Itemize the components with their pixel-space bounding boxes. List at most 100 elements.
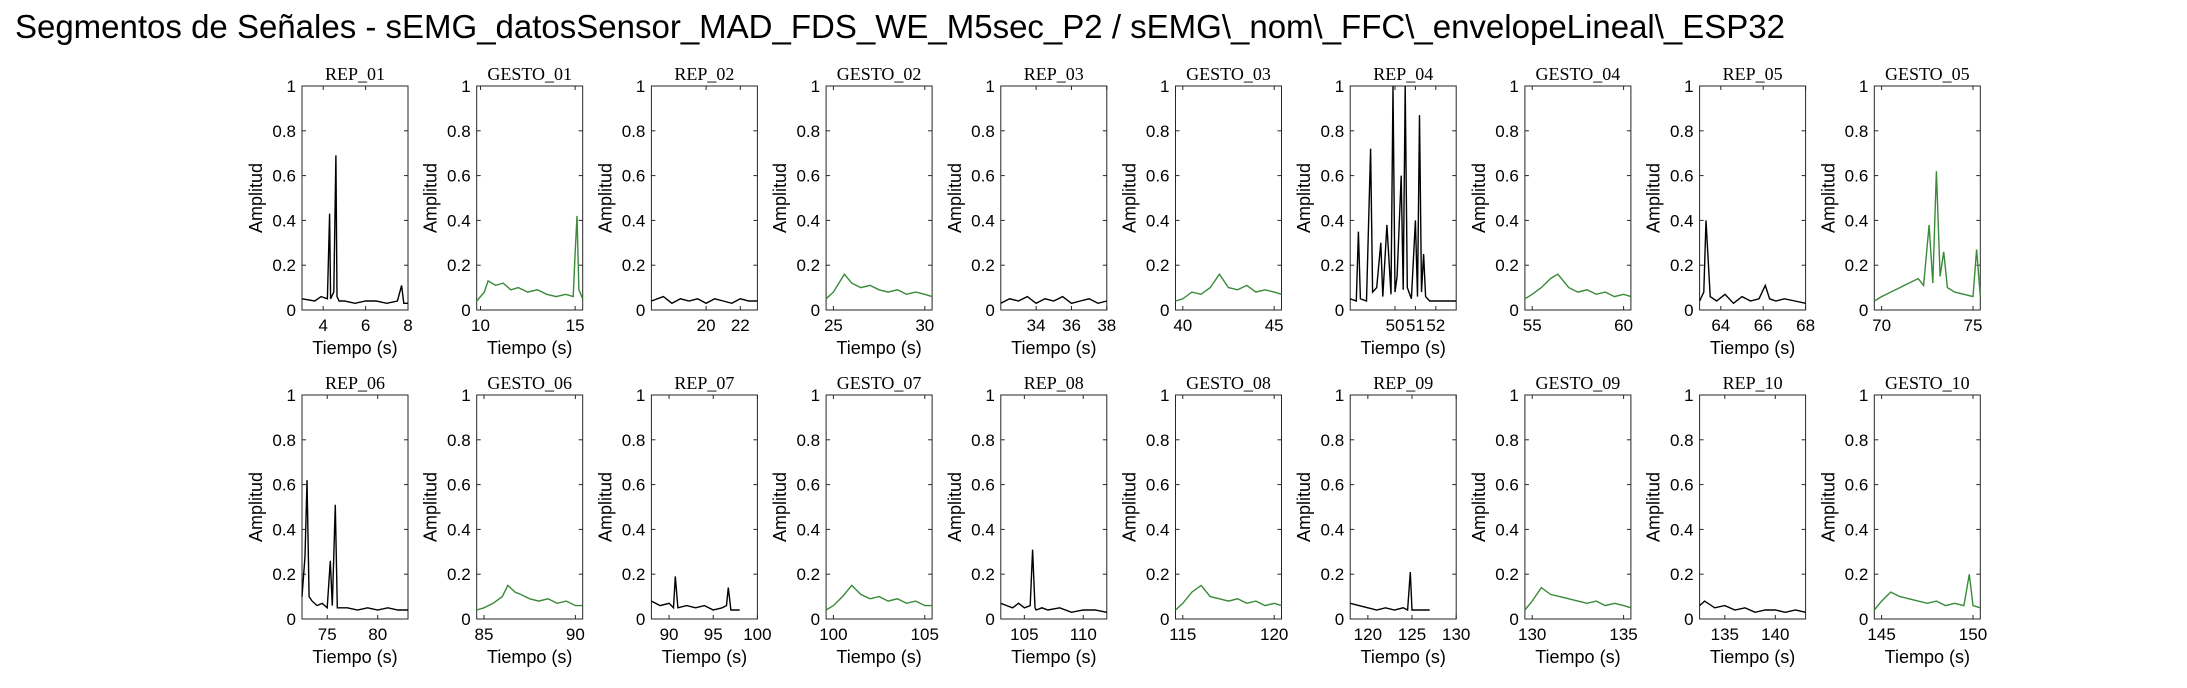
series-line (1175, 272, 1282, 302)
series-line (651, 576, 740, 611)
x-axis-label: Tiempo (s) (312, 338, 397, 358)
y-tick-label: 0.6 (447, 476, 471, 495)
x-tick-label: 20 (697, 316, 716, 335)
x-tick-label: 100 (819, 625, 847, 644)
x-tick-label: 125 (1398, 625, 1426, 644)
y-tick-label: 0.2 (1321, 565, 1345, 584)
subplot-8: 0 0.2 0.4 0.6 0.8 1 55 60 GESTO_04 Amplitud (1469, 64, 1633, 335)
axes-box (476, 85, 584, 311)
figure-title: Segmentos de Señales - sEMG_datosSensor_… (14, 8, 1786, 45)
x-tick-label: 150 (1959, 625, 1987, 644)
x-axis-label: Tiempo (s) (1710, 647, 1795, 667)
x-tick-label: 60 (1614, 316, 1633, 335)
y-axis-label: Amplitud (1469, 472, 1489, 542)
y-tick-label: 0.2 (796, 565, 820, 584)
series-line (825, 584, 933, 611)
y-tick-label: 0.8 (1670, 122, 1694, 141)
y-axis-label: Amplitud (945, 472, 965, 542)
x-tick-label: 45 (1265, 316, 1284, 335)
x-axis-label: Tiempo (s) (487, 338, 572, 358)
x-tick-label: 100 (743, 625, 771, 644)
x-axis-label: Tiempo (s) (1361, 338, 1446, 358)
y-axis-label: Amplitud (421, 163, 441, 233)
axes-box (1524, 85, 1632, 311)
y-tick-label: 0.8 (447, 431, 471, 450)
x-axis-label: Tiempo (s) (836, 338, 921, 358)
axes-box (476, 394, 584, 620)
y-tick-label: 0 (1509, 301, 1518, 320)
y-axis-label: Amplitud (770, 163, 790, 233)
axes-box (1175, 394, 1282, 620)
y-tick-label: 0.2 (1146, 256, 1170, 275)
y-tick-label: 1 (1859, 77, 1868, 96)
y-tick-label: 1 (461, 386, 470, 405)
y-tick-label: 0 (1859, 301, 1868, 320)
y-tick-label: 0 (636, 301, 645, 320)
y-axis-label: Amplitud (421, 472, 441, 542)
subplot-title: REP_01 (325, 64, 385, 84)
y-axis-label: Amplitud (246, 163, 266, 233)
x-tick-label: 110 (1070, 625, 1097, 644)
subplot-title: GESTO_10 (1885, 373, 1970, 393)
x-axis-label: Tiempo (s) (1011, 647, 1096, 667)
x-axis-label: Tiempo (s) (1535, 647, 1620, 667)
x-tick-label: 64 (1711, 316, 1730, 335)
series-line (1698, 220, 1806, 305)
y-tick-label: 0.8 (1321, 431, 1345, 450)
subplot-16: 0 0.2 0.4 0.6 0.8 1 115 120 GESTO_08 Amplitud (1120, 373, 1289, 644)
y-tick-label: 0.8 (1845, 122, 1869, 141)
x-tick-label: 50 (1386, 316, 1405, 335)
x-tick-label: 25 (824, 316, 843, 335)
axes-box (1000, 394, 1108, 620)
x-tick-label: 4 (318, 316, 327, 335)
y-tick-label: 0.4 (1495, 520, 1519, 539)
y-tick-label: 1 (1509, 77, 1518, 96)
series-line (476, 215, 584, 302)
series-line (651, 295, 758, 305)
subplot-12: 0 0.2 0.4 0.6 0.8 1 85 90 GESTO_06 Amplitud Tiempo… (421, 373, 585, 667)
y-tick-label: 0.6 (1495, 476, 1519, 495)
y-axis-label: Amplitud (770, 472, 790, 542)
subplot-title: GESTO_09 (1536, 373, 1621, 393)
y-tick-label: 0.8 (971, 431, 995, 450)
x-tick-label: 130 (1518, 625, 1546, 644)
x-axis-label: Tiempo (s) (1885, 647, 1970, 667)
y-tick-label: 0.8 (1495, 122, 1519, 141)
subplot-title: REP_05 (1723, 64, 1783, 84)
series-line (1350, 571, 1430, 612)
subplot-15: 0 0.2 0.4 0.6 0.8 1 105 110 REP_08 Amplitud Tiempo… (945, 373, 1108, 667)
x-tick-label: 140 (1761, 625, 1789, 644)
y-tick-label: 0.6 (1321, 167, 1345, 186)
subplot-11: 0 0.2 0.4 0.6 0.8 1 75 80 REP_06 Amplitud Tiempo (… (246, 373, 409, 667)
series-line (301, 155, 408, 305)
subplot-13: 0 0.2 0.4 0.6 0.8 1 90 95 100 REP_07 Amplitud Tiemp… (595, 373, 771, 667)
series-line (1524, 273, 1632, 300)
y-tick-label: 0.6 (1146, 167, 1170, 186)
subplot-9: 0 0.2 0.4 0.6 0.8 1 64 66 68 REP_05 Amplitud Tiempo… (1644, 64, 1815, 358)
subplot-2: 0 0.2 0.4 0.6 0.8 1 10 15 GESTO_01 Amplitud Tiempo… (421, 64, 585, 358)
y-tick-label: 0.4 (971, 520, 995, 539)
axes-box (1873, 394, 1981, 620)
x-tick-label: 130 (1442, 625, 1470, 644)
y-tick-label: 0.2 (447, 565, 471, 584)
y-tick-label: 1 (636, 386, 645, 405)
y-tick-label: 0.2 (1845, 565, 1869, 584)
x-tick-label: 135 (1711, 625, 1739, 644)
y-tick-label: 1 (1160, 386, 1169, 405)
subplot-10: 0 0.2 0.4 0.6 0.8 1 70 75 GESTO_05 Amplitud (1818, 64, 1982, 335)
y-tick-label: 1 (1335, 386, 1344, 405)
x-tick-label: 115 (1169, 625, 1196, 644)
x-axis-label: Tiempo (s) (487, 647, 572, 667)
series-line (1000, 549, 1107, 614)
subplot-19: 0 0.2 0.4 0.6 0.8 1 135 140 REP_10 Amplitud Tiempo… (1644, 373, 1807, 667)
subplot-4: 0 0.2 0.4 0.6 0.8 1 25 30 GESTO_02 Amplitud Tiempo… (770, 64, 934, 358)
y-tick-label: 0 (811, 610, 820, 629)
y-tick-label: 0 (811, 301, 820, 320)
y-tick-label: 1 (811, 77, 820, 96)
y-axis-label: Amplitud (1294, 472, 1314, 542)
y-tick-label: 1 (1160, 77, 1169, 96)
y-tick-label: 0.8 (622, 431, 646, 450)
y-tick-label: 0.2 (1670, 256, 1694, 275)
subplot-title: REP_03 (1024, 64, 1084, 84)
axes-box (1175, 85, 1282, 311)
